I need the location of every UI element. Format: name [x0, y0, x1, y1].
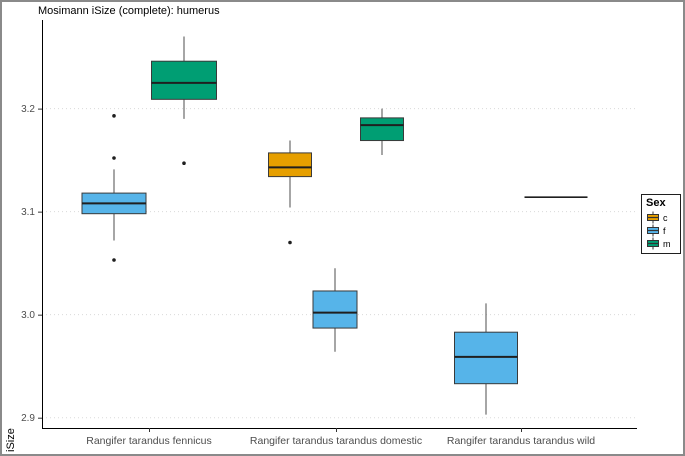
- boxplot-box-c: [268, 152, 312, 178]
- y-tick-label: 3.2: [21, 104, 35, 115]
- legend-title: Sex: [646, 197, 666, 209]
- legend-item-label: c: [663, 212, 668, 223]
- y-tick-label: 2.9: [21, 413, 35, 424]
- legend-item-f[interactable]: f: [646, 224, 677, 237]
- chart-title: Mosimann iSize (complete): humerus: [38, 5, 220, 17]
- boxplot-key-icon: [647, 237, 659, 250]
- x-tick-label: Rangifer tarandus tarandus wild: [447, 435, 595, 447]
- legend: Sex c f m: [641, 194, 681, 254]
- outlier-point: [112, 156, 116, 160]
- legend-item-label: f: [663, 225, 666, 236]
- legend-item-c[interactable]: c: [646, 211, 677, 224]
- x-tick-label: Rangifer tarandus tarandus domestic: [250, 435, 422, 447]
- boxplot-key-icon: [647, 211, 659, 224]
- boxplot-key-icon: [647, 224, 659, 237]
- outlier-point: [182, 161, 186, 166]
- outlier-point: [112, 114, 116, 118]
- boxplot-box-m: [360, 117, 404, 142]
- y-tick-label: 3.1: [21, 207, 35, 218]
- boxplot-box-f: [454, 331, 518, 385]
- x-tick-label: Rangifer tarandus fennicus: [86, 435, 212, 447]
- legend-item-m[interactable]: m: [646, 237, 677, 250]
- boxplot-box-m: [151, 60, 217, 100]
- outlier-point: [288, 240, 292, 245]
- legend-item-label: m: [663, 238, 671, 249]
- y-tick-label: 3.0: [21, 310, 35, 321]
- outlier-point: [112, 258, 116, 262]
- boxplot-box-f: [312, 290, 358, 329]
